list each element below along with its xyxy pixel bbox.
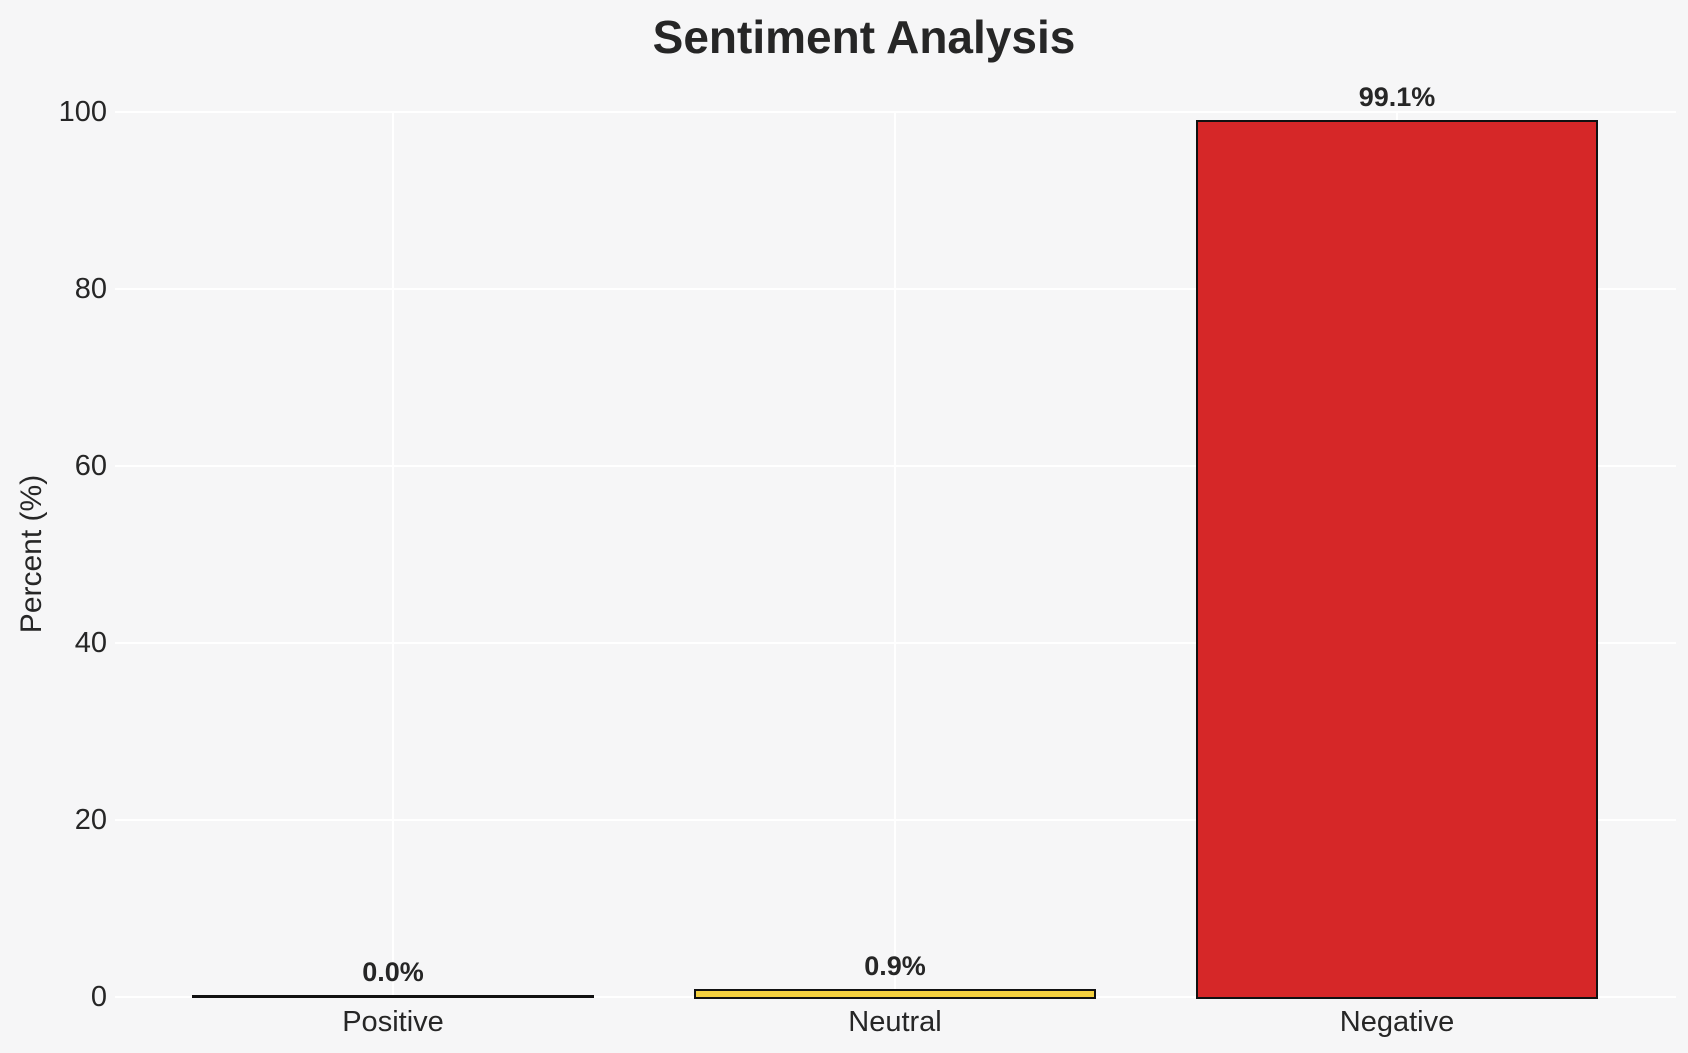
gridline-horizontal-100	[115, 111, 1676, 113]
bar-neutral	[694, 989, 1096, 999]
bar-negative	[1196, 119, 1598, 999]
y-tick-label-0: 0	[90, 981, 107, 1013]
y-tick-label-20: 20	[74, 804, 107, 836]
y-tick-label-60: 60	[74, 450, 107, 482]
gridline-vertical-positive	[392, 112, 394, 997]
bar-positive	[192, 995, 594, 998]
x-tick-label-positive: Positive	[342, 1006, 444, 1038]
y-axis-label: Percent (%)	[15, 474, 48, 634]
gridline-horizontal-40	[115, 642, 1676, 644]
gridline-horizontal-60	[115, 465, 1676, 467]
gridline-vertical-neutral	[894, 112, 896, 997]
bar-value-label-negative: 99.1%	[1358, 82, 1436, 112]
bar-value-label-positive: 0.0%	[362, 957, 424, 987]
gridline-horizontal-20	[115, 819, 1676, 821]
y-tick-label-40: 40	[74, 627, 107, 659]
y-tick-label-100: 100	[58, 96, 107, 128]
x-tick-label-neutral: Neutral	[848, 1006, 942, 1038]
x-tick-label-negative: Negative	[1339, 1006, 1455, 1038]
gridline-horizontal-80	[115, 288, 1676, 290]
chart-title: Sentiment Analysis	[652, 11, 1076, 63]
y-tick-label-80: 80	[74, 273, 107, 305]
bar-value-label-neutral: 0.9%	[864, 951, 926, 981]
